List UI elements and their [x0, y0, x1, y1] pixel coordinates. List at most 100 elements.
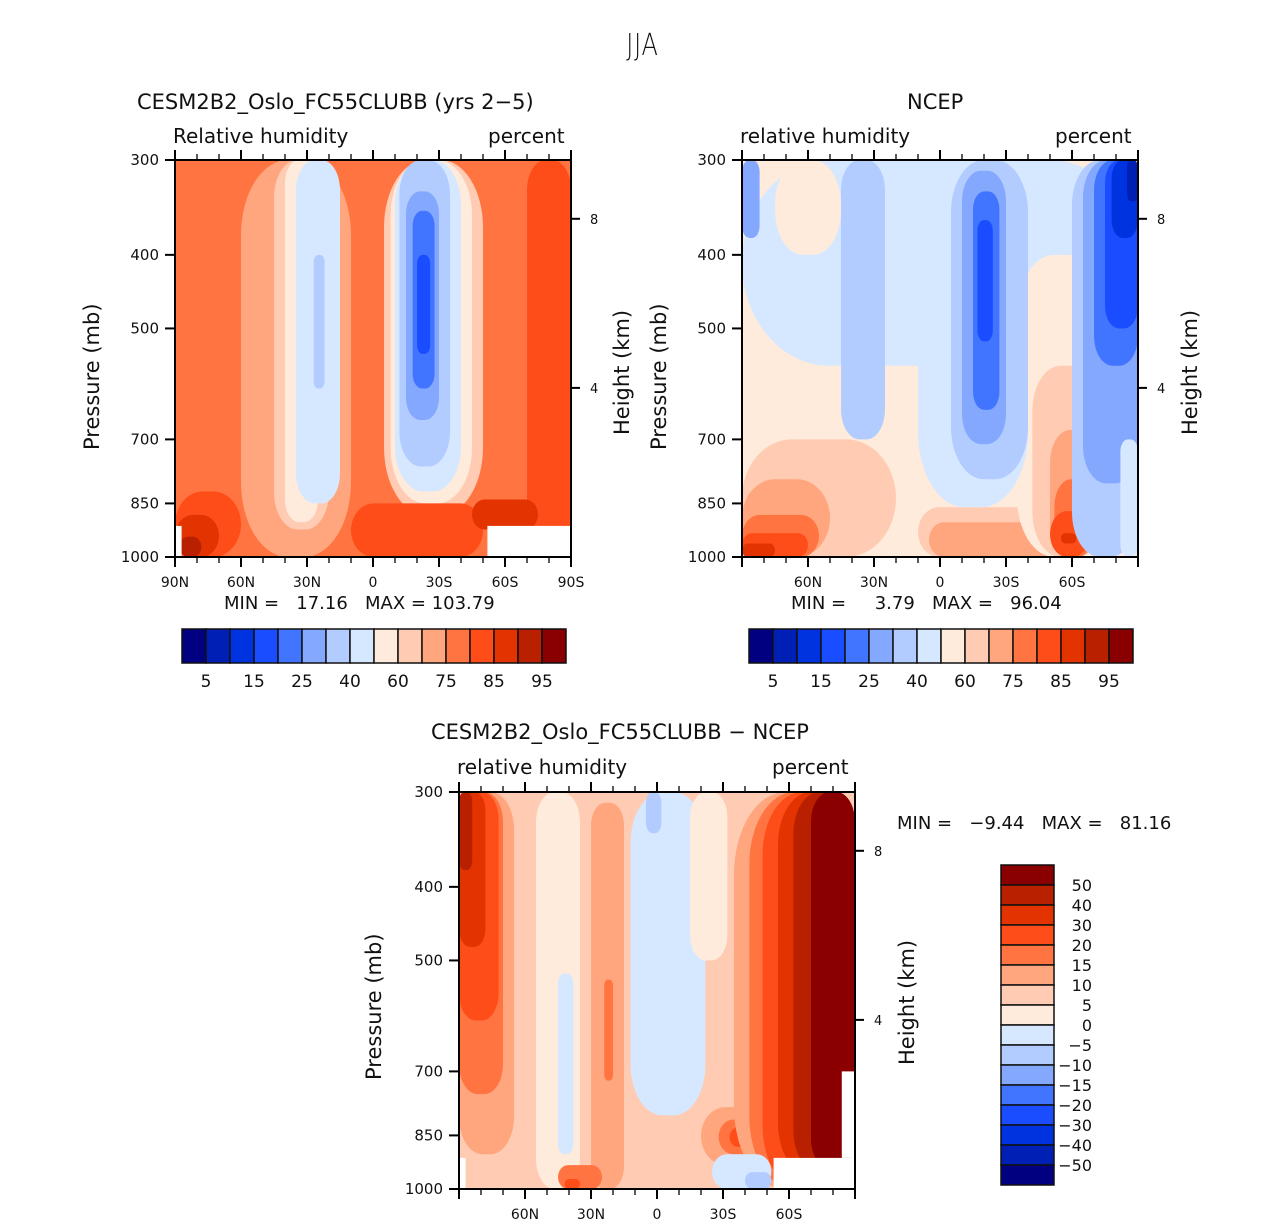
contour-region — [527, 160, 571, 557]
panel1-left-label: Relative humidity — [173, 124, 349, 148]
colorbar-swatch — [1036, 628, 1062, 664]
panel2-colorbar: 5 15 25 40 60 75 85 95 — [748, 628, 1134, 692]
x-tick-label: 0 — [653, 1207, 662, 1223]
min-value: 17.16 — [296, 593, 348, 614]
colorbar-label: −15 — [1058, 1076, 1092, 1095]
colorbar-swatch — [748, 628, 774, 664]
panel2-left-label: relative humidity — [740, 124, 911, 148]
colorbar-swatch — [1000, 904, 1055, 926]
max-label: MAX = — [931, 593, 993, 614]
colorbar-swatch — [205, 628, 231, 664]
colorbar-swatch — [253, 628, 279, 664]
colorbar-swatch — [1000, 1024, 1055, 1046]
colorbar-label: 15 — [1072, 956, 1092, 975]
y-tick-label: 1000 — [688, 548, 726, 566]
contour-region — [459, 792, 473, 870]
colorbar-label: 50 — [1072, 876, 1092, 895]
panel1-title: CESM2B2_Oslo_FC55CLUBB (yrs 2−5) — [137, 90, 534, 114]
y-right-tick-label: 4 — [1157, 382, 1165, 397]
colorbar-swatch — [1060, 628, 1086, 664]
x-tick-label: 30S — [710, 1207, 737, 1223]
colorbar-swatch — [301, 628, 327, 664]
y-tick-label: 300 — [414, 783, 443, 801]
panel1-contour-plot: 90N 60N 30N 0 30S 60S 90S 300 400 500 700 850 1000 8 4 — [121, 150, 598, 591]
contour-region — [417, 254, 431, 354]
colorbar-swatch — [1000, 1144, 1055, 1166]
colorbar-label: 5 — [768, 672, 779, 692]
colorbar-swatch — [796, 628, 822, 664]
colorbar-label: 15 — [243, 672, 265, 692]
colorbar-swatch — [820, 628, 846, 664]
min-value: −9.44 — [969, 813, 1025, 834]
contour-region — [841, 160, 885, 440]
colorbar-swatch — [1000, 984, 1055, 1006]
contour-background — [175, 160, 571, 557]
colorbar-label: 20 — [1072, 936, 1092, 955]
figure-title: JJA — [626, 28, 659, 63]
colorbar-label: 0 — [1082, 1016, 1092, 1035]
panel3-stats: MIN = −9.44 MAX = 81.16 — [897, 813, 1171, 834]
y-tick-label: 500 — [130, 319, 159, 337]
colorbar-label: 60 — [387, 672, 409, 692]
colorbar-swatch — [229, 628, 255, 664]
colorbar-swatch — [916, 628, 942, 664]
colorbar-swatch — [988, 628, 1014, 664]
y-tick-label: 400 — [697, 246, 726, 264]
y-tick-label: 1000 — [405, 1180, 443, 1198]
y-tick-label: 500 — [414, 951, 443, 969]
colorbar-swatch — [1084, 628, 1110, 664]
panel2-stats: MIN = 3.79 MAX = 96.04 — [791, 593, 1062, 614]
colorbar-swatch — [421, 628, 447, 664]
contour-region — [558, 1165, 602, 1189]
max-value: 103.79 — [431, 593, 495, 614]
colorbar-swatch — [277, 628, 303, 664]
colorbar-swatch — [1000, 864, 1055, 886]
contour-region — [472, 499, 538, 530]
missing-data-region — [487, 525, 571, 557]
contour-region — [690, 792, 728, 961]
max-label: MAX = — [364, 593, 426, 614]
colorbar-swatch — [1000, 944, 1055, 966]
colorbar-label: 75 — [1002, 672, 1024, 692]
colorbar-swatch — [373, 628, 399, 664]
colorbar-swatch — [1108, 628, 1134, 664]
y-right-tick-label: 4 — [590, 382, 598, 397]
colorbar-label: 95 — [531, 672, 553, 692]
colorbar-swatch — [772, 628, 798, 664]
contour-region — [558, 973, 574, 1155]
colorbar-swatch — [181, 628, 207, 664]
colorbar-label: 5 — [201, 672, 212, 692]
y-tick-label: 400 — [414, 878, 443, 896]
colorbar-swatch — [517, 628, 543, 664]
colorbar-label: 40 — [906, 672, 928, 692]
colorbar-label: −20 — [1058, 1096, 1092, 1115]
contour-region — [646, 792, 662, 834]
colorbar-label: 15 — [810, 672, 832, 692]
colorbar-label: 10 — [1072, 976, 1092, 995]
colorbar-label: 40 — [339, 672, 361, 692]
contour-field — [742, 160, 1138, 557]
colorbar-swatch — [1000, 1044, 1055, 1066]
x-tick-label: 60N — [227, 575, 255, 591]
x-tick-label: 30N — [293, 575, 321, 591]
contour-region — [604, 979, 613, 1081]
colorbar-swatch — [940, 628, 966, 664]
panel1-right-label: percent — [488, 124, 565, 148]
colorbar-label: 85 — [1050, 672, 1072, 692]
colorbar-swatch — [1000, 1084, 1055, 1106]
y-tick-label: 400 — [130, 246, 159, 264]
min-label: MIN = — [897, 813, 953, 834]
contour-region — [1120, 439, 1138, 557]
colorbar-label: 75 — [435, 672, 457, 692]
colorbar-swatch — [469, 628, 495, 664]
colorbar-label: 95 — [1098, 672, 1120, 692]
colorbar-label: 85 — [483, 672, 505, 692]
panel3-contour-plot: 60N 30N 0 30S 60S 300 400 500 700 850 1000 8 4 — [405, 782, 882, 1223]
y-tick-label: 700 — [130, 430, 159, 448]
colorbar-label: −5 — [1068, 1036, 1092, 1055]
contour-region — [564, 1178, 580, 1189]
contour-region — [742, 160, 760, 238]
min-value: 3.79 — [874, 593, 915, 614]
min-label: MIN = — [224, 593, 280, 614]
